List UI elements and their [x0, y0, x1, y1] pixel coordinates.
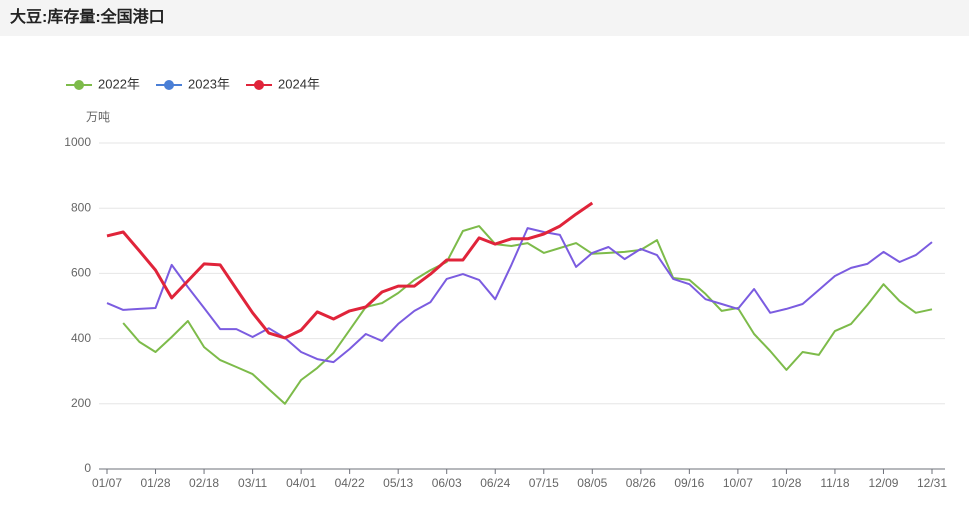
x-tick-label: 12/09 — [868, 476, 898, 490]
legend-label: 2022年 — [98, 76, 140, 91]
y-tick-label: 400 — [71, 331, 91, 345]
y-tick-label: 800 — [71, 200, 91, 214]
x-tick-label: 06/24 — [480, 476, 510, 490]
x-tick-label: 04/01 — [286, 476, 316, 490]
series-line — [106, 201, 594, 340]
legend-marker — [164, 80, 174, 90]
legend-marker — [254, 80, 264, 90]
y-axis-label: 万吨 — [86, 110, 110, 124]
y-tick-label: 200 — [71, 396, 91, 410]
x-tick-label: 11/18 — [820, 476, 849, 490]
x-tick-label: 12/31 — [917, 476, 947, 490]
x-tick-label: 10/07 — [723, 476, 753, 490]
legend-label: 2024年 — [278, 76, 320, 91]
x-tick-label: 09/16 — [674, 476, 704, 490]
x-tick-label: 05/13 — [383, 476, 413, 490]
x-tick-label: 01/28 — [141, 476, 171, 490]
legend-label: 2023年 — [188, 76, 230, 91]
x-tick-label: 10/28 — [771, 476, 801, 490]
x-tick-label: 06/03 — [432, 476, 462, 490]
x-tick-label: 02/18 — [189, 476, 219, 490]
series-line — [106, 227, 933, 364]
x-tick-label: 04/22 — [335, 476, 365, 490]
x-tick-label: 08/05 — [577, 476, 607, 490]
x-tick-label: 08/26 — [626, 476, 656, 490]
x-tick-label: 07/15 — [529, 476, 559, 490]
y-tick-label: 600 — [71, 266, 91, 280]
series-line — [122, 225, 933, 405]
chart-title: 大豆:库存量:全国港口 — [10, 7, 165, 26]
y-tick-label: 0 — [84, 461, 91, 475]
x-tick-label: 01/07 — [92, 476, 122, 490]
x-tick-label: 03/11 — [238, 476, 267, 490]
legend-marker — [74, 80, 84, 90]
y-tick-label: 1000 — [64, 135, 91, 149]
header-bar — [0, 0, 969, 36]
